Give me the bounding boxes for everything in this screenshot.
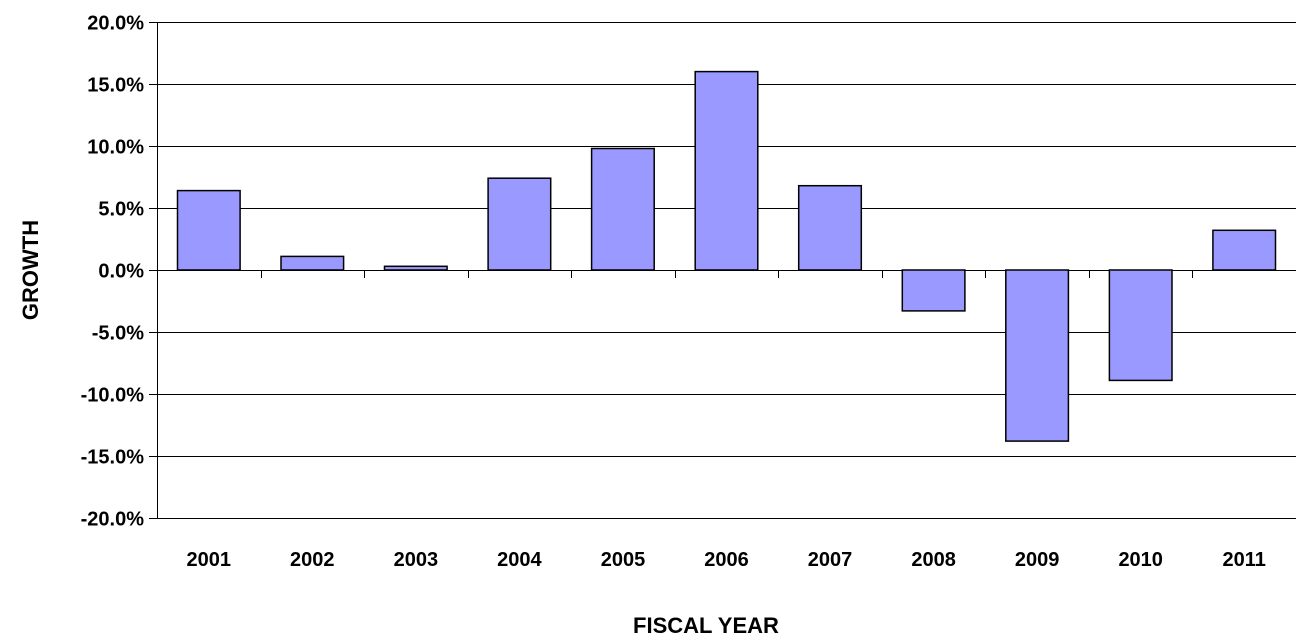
x-tick-label: 2011: [1223, 549, 1266, 571]
x-tick-label: 2004: [497, 549, 542, 571]
y-tick-label: -15.0%: [81, 447, 145, 469]
x-tick-label: 2007: [808, 549, 853, 571]
bar-2011: [1212, 229, 1277, 271]
x-tick-label: 2010: [1118, 549, 1163, 571]
bar-2007: [797, 184, 863, 271]
x-tick-label: 2001: [187, 549, 232, 571]
x-axis-title: FISCAL YEAR: [633, 613, 779, 638]
y-tick-label: 20.0%: [87, 13, 144, 35]
x-tick-labels: 2001 2002 2003 2004 2005 2006 2007 2008 2009 2010…: [187, 549, 1266, 571]
y-tick-label: -10.0%: [81, 385, 145, 407]
x-tick-label: 2006: [704, 549, 749, 571]
y-tick-label: 15.0%: [87, 75, 144, 97]
y-tick-label: 5.0%: [98, 199, 144, 221]
y-tick-label: 0.0%: [98, 261, 144, 283]
y-tick-label: 10.0%: [87, 137, 144, 159]
bar-2001: [176, 189, 241, 271]
axes: [157, 22, 1193, 518]
bar-2009: [1005, 269, 1070, 442]
bar-2010: [1108, 269, 1173, 382]
x-tick-label: 2005: [601, 549, 646, 571]
bars: [176, 70, 1277, 442]
bar-2004: [487, 177, 552, 271]
y-tick-label: -20.0%: [81, 509, 145, 531]
bar-2006: [694, 70, 759, 271]
x-tick-label: 2002: [290, 549, 335, 571]
x-tick-label: 2009: [1015, 549, 1060, 571]
y-tick-label: -5.0%: [92, 323, 144, 345]
bar-2005: [590, 147, 655, 271]
x-tick-label: 2003: [394, 549, 439, 571]
y-axis-title: GROWTH: [18, 220, 43, 320]
x-tick-label: 2008: [911, 549, 956, 571]
bar-2008: [901, 269, 966, 312]
bar-2003: [383, 265, 448, 271]
bar-2002: [280, 255, 345, 271]
y-tick-labels: -20.0% -15.0% -10.0% -5.0% 0.0% 5.0% 10.0% 15.0…: [81, 13, 145, 531]
